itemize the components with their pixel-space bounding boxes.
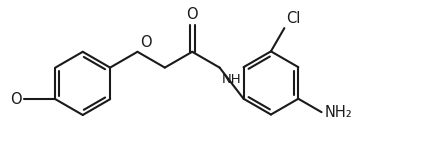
- Text: NH: NH: [222, 73, 241, 86]
- Text: O: O: [187, 7, 198, 22]
- Text: O: O: [140, 35, 151, 50]
- Text: Cl: Cl: [286, 11, 301, 26]
- Text: NH₂: NH₂: [324, 105, 352, 120]
- Text: O: O: [10, 92, 22, 107]
